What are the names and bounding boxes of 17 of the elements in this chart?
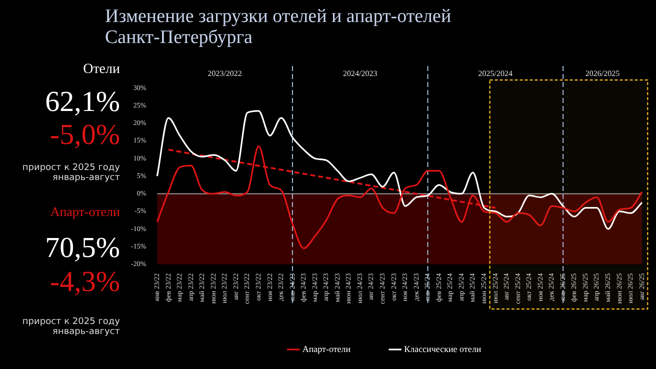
text: прирост к 2025 году январь-август [21, 317, 120, 338]
text: 2025/2024 [478, 69, 513, 78]
text: 2024/2023 [343, 69, 378, 78]
text: Апарт-отели [49, 204, 120, 220]
text: -5,0% [48, 119, 120, 153]
text: 62,1% [44, 86, 120, 120]
line-series [156, 110, 643, 230]
line-series [156, 145, 643, 250]
legend-label: Апарт-отели [302, 344, 351, 354]
text: прирост к 2025 году январь-август [21, 162, 120, 184]
chart-title: Изменение загрузки отелей и апарт-отелей Санкт-Петербурга [105, 6, 452, 48]
text: -4,3% [48, 266, 120, 300]
legend-label: Классические отели [404, 344, 482, 354]
text: Отели [82, 62, 120, 78]
text: 70,5% [44, 232, 120, 266]
text: 2026/2025 [585, 69, 620, 78]
text: 2023/2022 [208, 69, 242, 78]
